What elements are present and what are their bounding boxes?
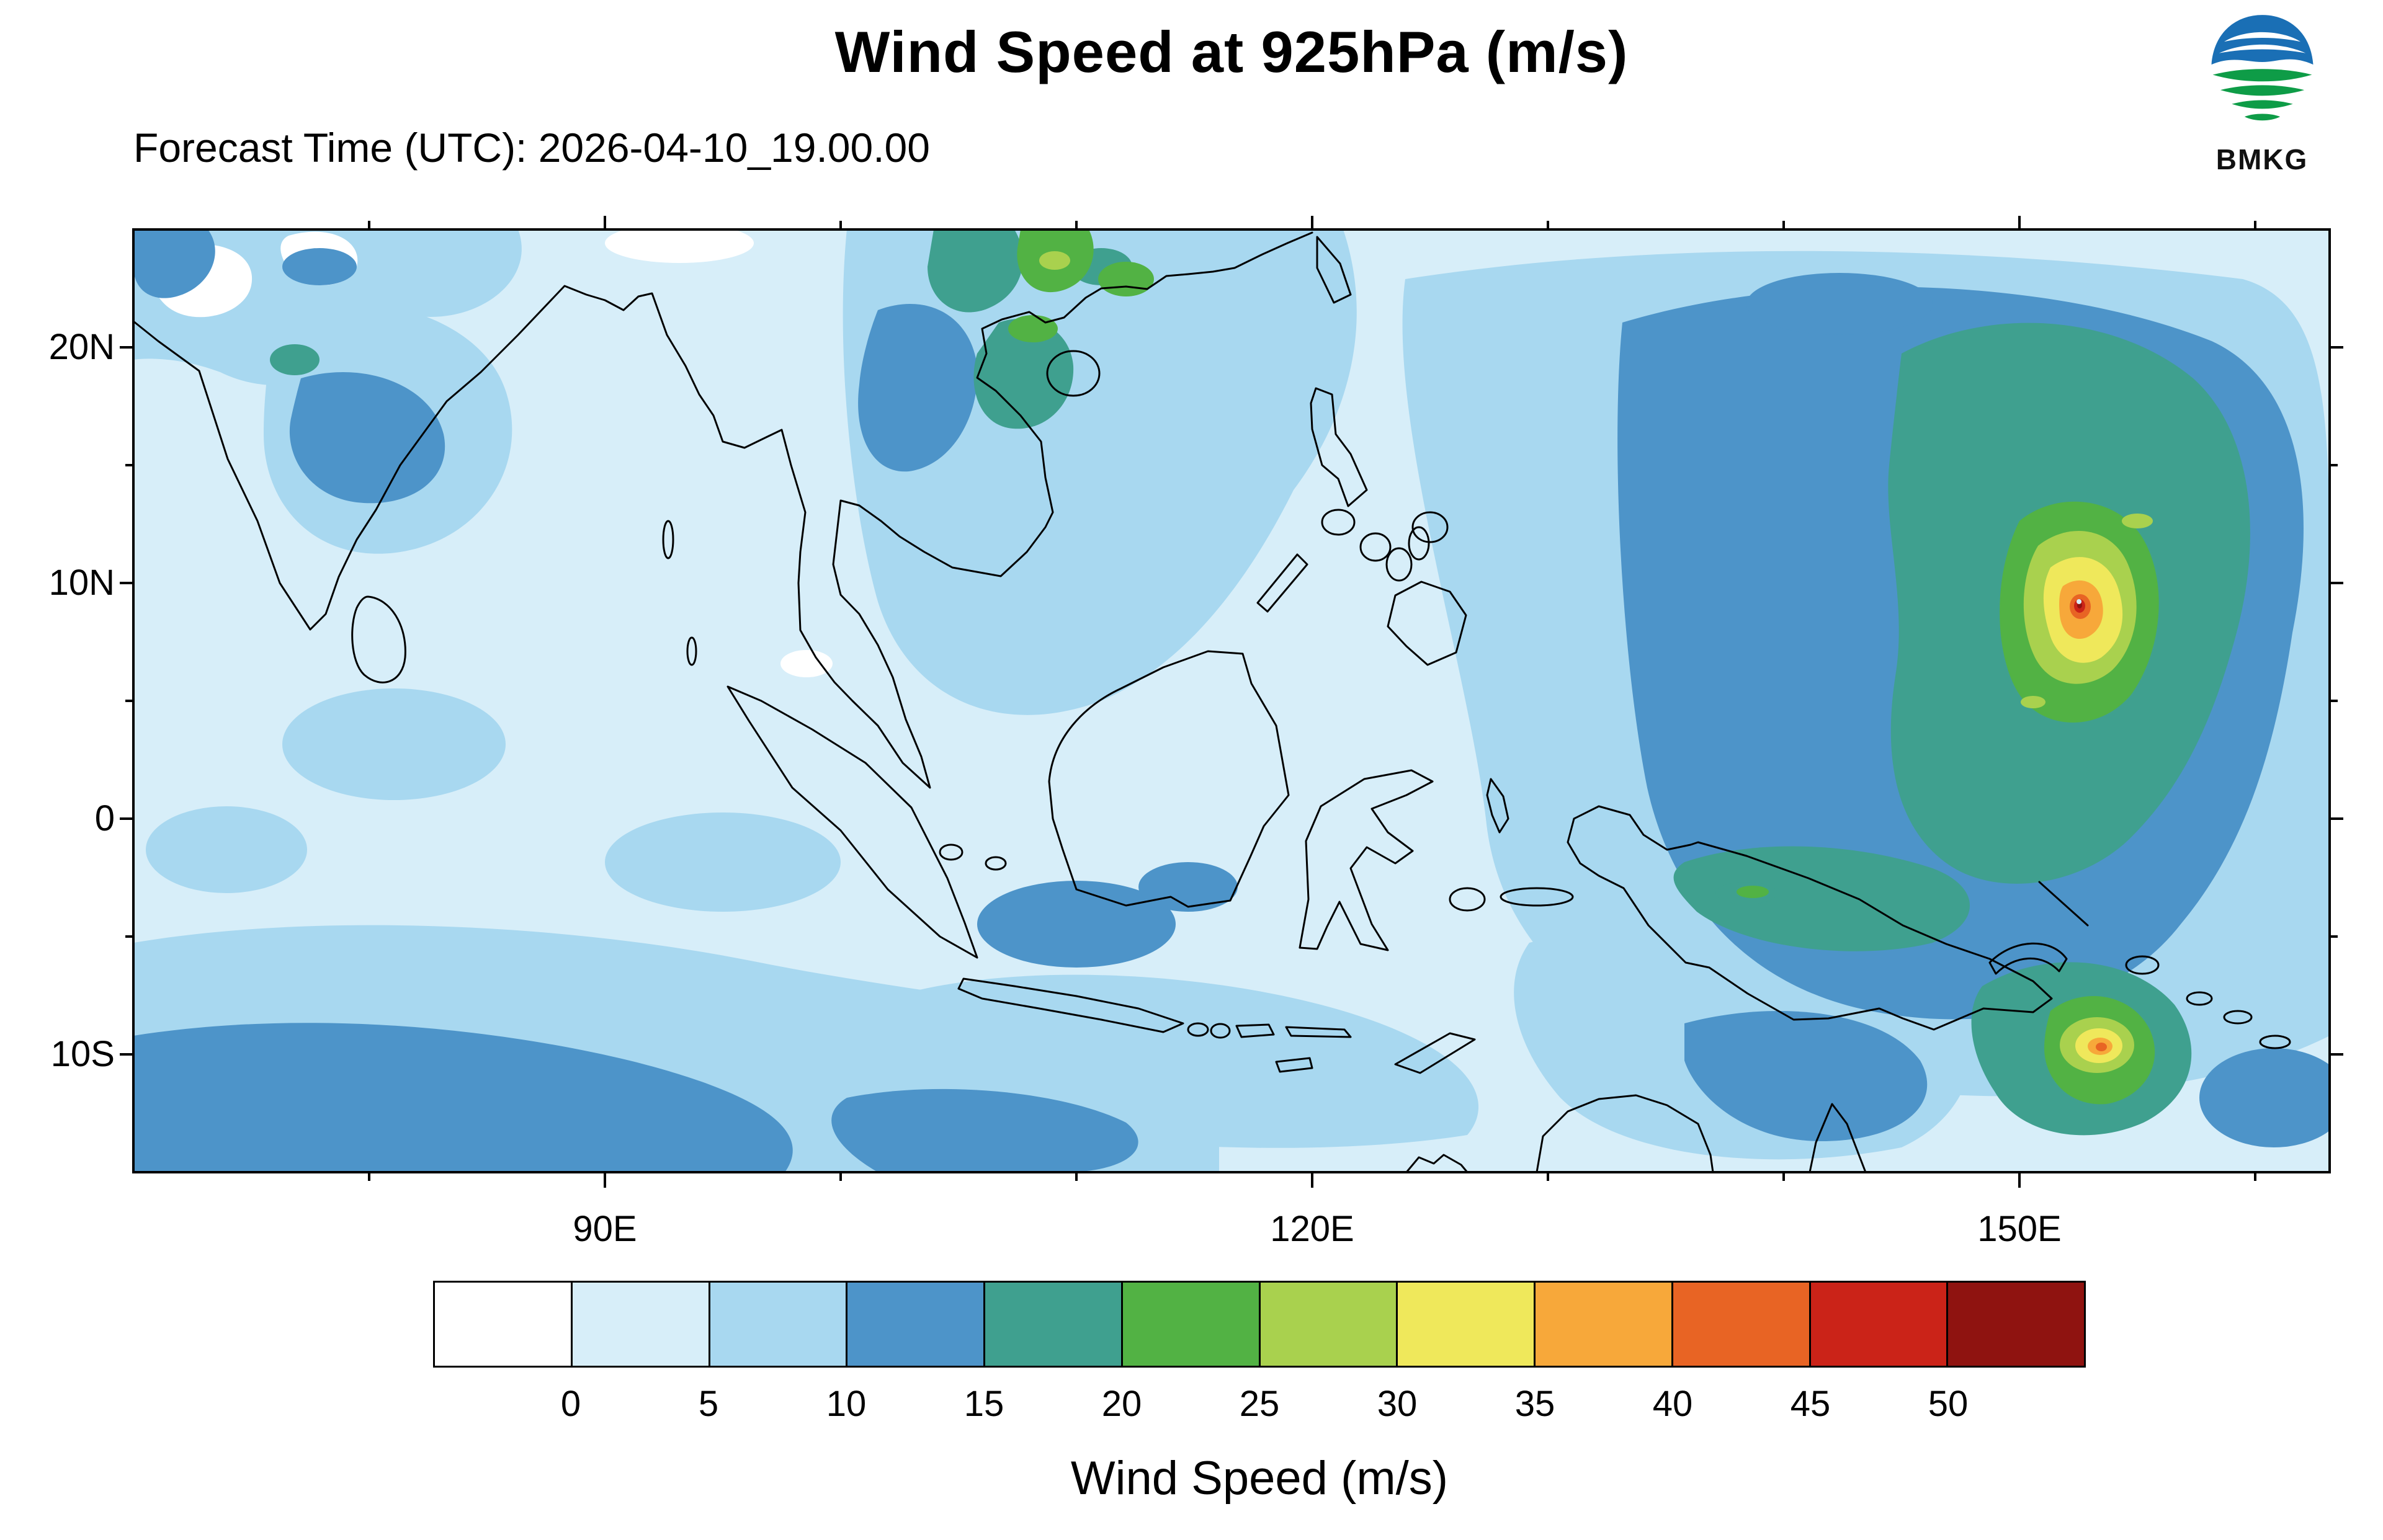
- logo-cloud-waves: [2219, 32, 2305, 53]
- colorbar-cell-0: [435, 1283, 573, 1366]
- coastline-panay: [1359, 532, 1392, 562]
- y-axis-label-10s: 10S: [50, 1034, 115, 1074]
- coastline-mindoro: [1321, 509, 1356, 536]
- coastline-australia-cape-york: [1808, 1103, 1867, 1172]
- coastline-java: [957, 977, 1184, 1033]
- x-axis-label-90e: 90E: [573, 1209, 637, 1249]
- wind-field-map: [120, 216, 2343, 1188]
- colorbar-tick-5: 5: [698, 1384, 719, 1424]
- colorbar-cell-1: [572, 1283, 710, 1366]
- x-axis-label-120e: 120E: [1270, 1209, 1354, 1249]
- colorbar: [433, 1281, 2086, 1368]
- coastline-andaman: [662, 520, 674, 559]
- coastline-bangka: [939, 843, 963, 861]
- colorbar-tick-0: 0: [560, 1384, 581, 1424]
- coastline-bali: [1187, 1022, 1209, 1037]
- y-axis-label-20n: 20N: [48, 327, 115, 367]
- colorbar-cell-11: [1948, 1283, 2084, 1366]
- coastline-flores: [1285, 1026, 1352, 1038]
- coastline-sri-lanka: [351, 595, 406, 683]
- bmkg-globe-icon: [2211, 15, 2313, 121]
- colorbar-tick-30: 30: [1377, 1384, 1418, 1424]
- colorbar-tick-40: 40: [1652, 1384, 1693, 1424]
- coastline-negros: [1385, 547, 1413, 582]
- coastline-solomon-2: [2223, 1010, 2253, 1025]
- coastline-nicobar: [686, 636, 697, 666]
- coastline-australia-kimberley: [1405, 1154, 1469, 1172]
- colorbar-cell-9: [1673, 1283, 1811, 1366]
- coastline-asia-mainland: [133, 231, 1313, 789]
- colorbar-tick-50: 50: [1928, 1384, 1969, 1424]
- coastline-sumbawa: [1235, 1023, 1275, 1038]
- colorbar-tick-15: 15: [963, 1384, 1004, 1424]
- coastline-buru: [1449, 887, 1486, 912]
- y-axis-label-0: 0: [94, 798, 115, 839]
- coastline-luzon: [1310, 387, 1368, 507]
- axis-ticks: [120, 216, 2343, 1188]
- coastline-sumatra: [727, 685, 978, 959]
- coastlines: [133, 231, 2291, 1172]
- coastline-cebu: [1408, 526, 1430, 561]
- coastline-belitung: [985, 856, 1007, 871]
- x-axis-label-150e: 150E: [1977, 1209, 2062, 1249]
- coastline-halmahera: [1486, 778, 1509, 834]
- colorbar-tick-25: 25: [1239, 1384, 1280, 1424]
- cyclone-eye: [2077, 599, 2081, 604]
- colorbar-tick-45: 45: [1790, 1384, 1831, 1424]
- coastline-mindanao: [1387, 581, 1467, 666]
- y-axis-label-10n: 10N: [48, 563, 115, 603]
- coastline-solomon-1: [2186, 991, 2213, 1006]
- logo-cloud: [2211, 15, 2313, 65]
- coastline-samar: [1411, 511, 1449, 543]
- colorbar-cell-4: [985, 1283, 1123, 1366]
- coastline-new-britain: [1988, 942, 2068, 975]
- coastline-sulawesi: [1299, 769, 1434, 951]
- coastline-borneo: [1048, 650, 1290, 908]
- colorbar-title: Wind Speed (m/s): [1070, 1452, 1449, 1505]
- colorbar-tick-20: 20: [1101, 1384, 1142, 1424]
- colorbar-tick-35: 35: [1514, 1384, 1555, 1424]
- colorbar-cell-5: [1122, 1283, 1261, 1366]
- colorbar-cell-10: [1810, 1283, 1949, 1366]
- colorbar-cell-2: [710, 1283, 848, 1366]
- coastline-taiwan: [1316, 236, 1352, 304]
- colorbar-cell-3: [847, 1283, 985, 1366]
- colorbar-tick-10: 10: [826, 1384, 867, 1424]
- page-title: Wind Speed at 925hPa (m/s): [834, 19, 1629, 84]
- map-frame: [132, 228, 2331, 1173]
- bmkg-logo-text: BMKG: [2215, 143, 2309, 176]
- forecast-time-label: Forecast Time (UTC): 2026-04-10_19.00.00: [133, 125, 930, 171]
- coastline-australia-top-end: [1536, 1094, 1714, 1172]
- coastline-solomon-3: [2259, 1035, 2291, 1049]
- coastline-timor: [1394, 1032, 1476, 1074]
- coastline-bougainville: [2125, 955, 2160, 975]
- colorbar-cell-6: [1260, 1283, 1398, 1366]
- forecast-map: [118, 214, 2345, 1188]
- coastline-new-ireland: [2038, 881, 2089, 927]
- colorbar-cell-8: [1536, 1283, 1673, 1366]
- coastline-palawan: [1256, 553, 1308, 613]
- coastline-hainan: [1046, 350, 1101, 397]
- coastline-new-guinea: [1567, 805, 2053, 1031]
- logo-globe-stripes: [2212, 69, 2312, 121]
- coastline-lombok: [1210, 1023, 1231, 1039]
- bmkg-logo: BMKG: [2184, 11, 2340, 176]
- colorbar-cell-7: [1398, 1283, 1536, 1366]
- coastline-sumba: [1275, 1057, 1313, 1073]
- coastline-seram: [1500, 887, 1574, 907]
